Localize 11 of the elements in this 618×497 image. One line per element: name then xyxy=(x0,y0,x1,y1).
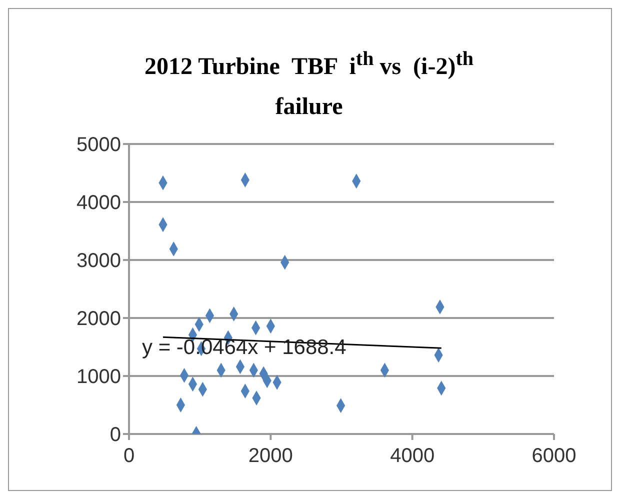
y-tick-label: 4000 xyxy=(76,192,121,214)
y-tick-label: 1000 xyxy=(76,366,121,388)
y-tick-label: 5000 xyxy=(76,134,121,156)
x-tick-label: 6000 xyxy=(532,445,576,468)
x-tick-label: 2000 xyxy=(248,445,293,468)
y-tick-label: 2000 xyxy=(76,308,121,330)
y-tick-label: 0 xyxy=(110,424,121,446)
x-tick-label: 4000 xyxy=(390,445,435,468)
chart-title: 2012 Turbine TBF i$^{th}$ vs (i-2)$^{th}$ failure xyxy=(144,48,474,120)
y-tick-label: 3000 xyxy=(76,250,121,272)
x-tick-label: 0 xyxy=(123,445,135,468)
